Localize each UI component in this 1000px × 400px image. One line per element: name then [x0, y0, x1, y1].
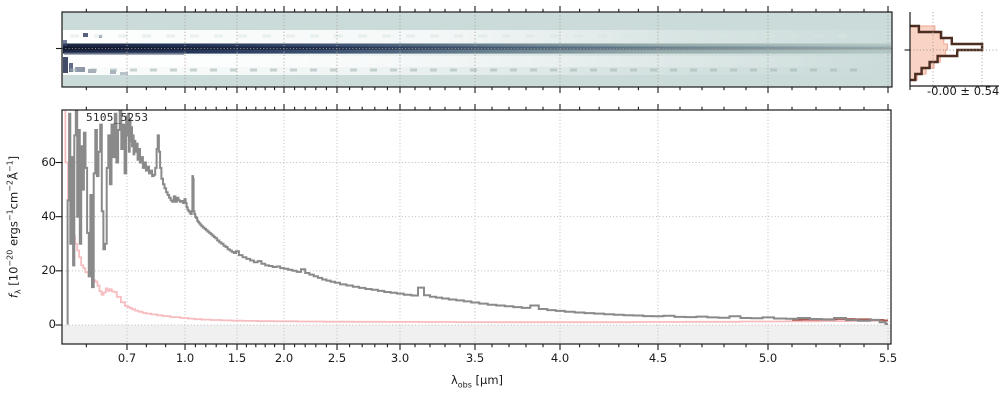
- x-axis-label-unit: [μm]: [471, 373, 504, 387]
- x-axis-label-lambda: λ: [450, 373, 458, 387]
- y-axis-label: fλ [10−20 ergs−1cm−2Å−1]: [5, 155, 23, 299]
- histogram-step-line: [910, 24, 984, 82]
- spectrum-1d-panel: [55, 109, 892, 345]
- y-axis-label-sub: λ: [13, 289, 23, 295]
- x-axis-label: λobs [μm]: [451, 374, 503, 390]
- y-tick-label-40: 40: [41, 208, 56, 223]
- x-tick-label-1.0: 1.0: [175, 351, 195, 365]
- x-axis-label-sub: obs: [457, 380, 472, 390]
- y-tick-label-0: 0: [48, 317, 56, 331]
- y-tick-label-60: 60: [41, 154, 56, 169]
- spectrum-2d-panel: [56, 11, 893, 88]
- y-tick-label-20: 20: [41, 262, 56, 277]
- x-tick-label-3.5: 3.5: [465, 351, 485, 365]
- x-tick-label-4.0: 4.0: [550, 351, 570, 365]
- histogram-panel: [904, 12, 999, 90]
- x-tick-label-0.7: 0.7: [117, 351, 137, 365]
- sci-spectrum-line: [66, 110, 888, 325]
- x-tick-label-5.0: 5.0: [758, 351, 778, 365]
- x-tick-label-5.5: 5.5: [878, 351, 898, 365]
- x-tick-label-4.5: 4.5: [648, 351, 668, 365]
- y-axis-label-f: f: [6, 294, 21, 299]
- x-tick-label-2.5: 2.5: [327, 351, 347, 365]
- object-id-label: 5105_5253: [86, 111, 149, 124]
- x-tick-label-3.0: 3.0: [390, 351, 410, 365]
- x-tick-label-1.5: 1.5: [227, 351, 247, 365]
- x-tick-label-2.0: 2.0: [274, 351, 294, 365]
- error-spectrum-line: [64, 110, 888, 324]
- below-zero-shade: [62, 325, 891, 344]
- histogram-stats-label: -0.00 ± 0.54: [927, 84, 1000, 98]
